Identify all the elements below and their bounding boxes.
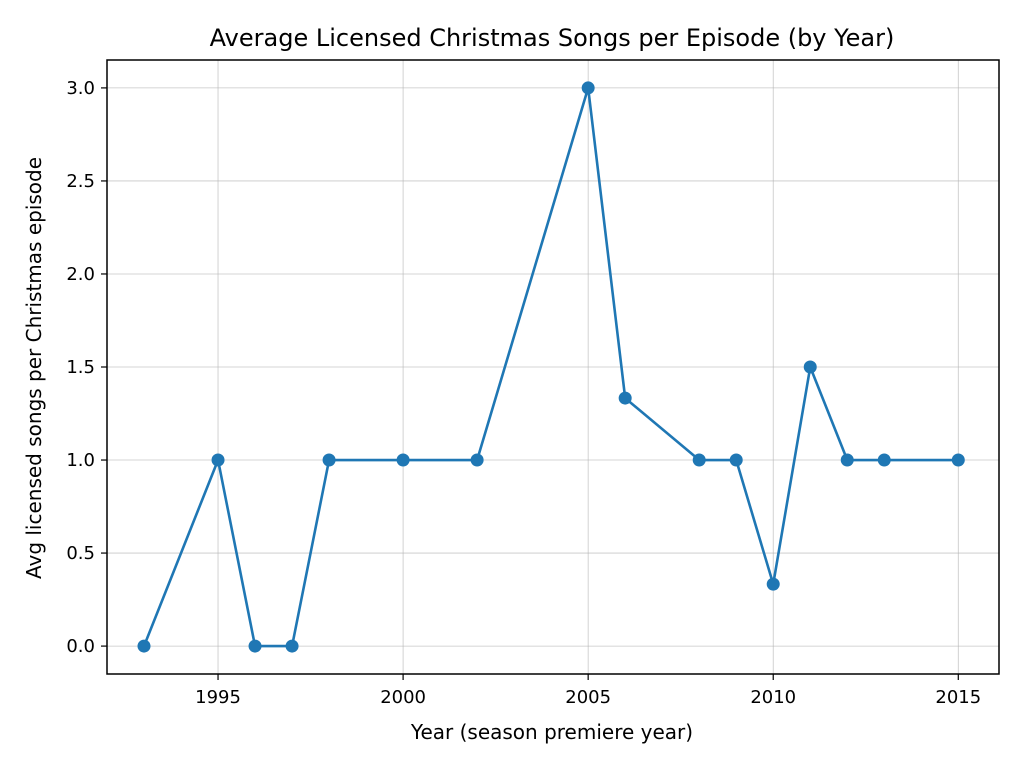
data-point: [211, 453, 225, 467]
x-tick-label: 1995: [195, 687, 241, 708]
x-tick-label: 2010: [750, 687, 796, 708]
data-point: [396, 453, 410, 467]
ticks: 1995 2000 2005 2010 2015 0.0 0.5 1.0 1.5 2.0 2.5 3.…: [66, 78, 981, 708]
x-tick-label: 2015: [935, 687, 981, 708]
y-tick-label: 2.0: [66, 264, 95, 285]
y-tick-label: 1.0: [66, 450, 95, 471]
x-tick-label: 2000: [380, 687, 426, 708]
data-point: [951, 453, 965, 467]
y-tick-label: 2.5: [66, 171, 95, 192]
y-tick-label: 0.0: [66, 636, 95, 657]
data-point: [729, 453, 743, 467]
data-point: [766, 577, 780, 591]
y-axis-label: Avg licensed songs per Christmas episode: [22, 157, 46, 579]
y-tick-label: 3.0: [66, 78, 95, 99]
data-point: [470, 453, 484, 467]
data-point: [618, 391, 632, 405]
data-point: [248, 639, 262, 653]
data-point: [581, 81, 595, 95]
chart-title: Average Licensed Christmas Songs per Epi…: [210, 24, 895, 52]
data-point: [877, 453, 891, 467]
data-point: [692, 453, 706, 467]
data-point: [840, 453, 854, 467]
x-tick-label: 2005: [565, 687, 611, 708]
data-point: [322, 453, 336, 467]
data-point: [285, 639, 299, 653]
grid: [107, 60, 999, 674]
data-point: [137, 639, 151, 653]
series-line: [142, 86, 959, 648]
y-tick-label: 0.5: [66, 543, 95, 564]
data-point: [803, 360, 817, 374]
y-tick-label: 1.5: [66, 357, 95, 378]
series-layer: [137, 81, 965, 653]
x-axis-label: Year (season premiere year): [410, 720, 693, 744]
